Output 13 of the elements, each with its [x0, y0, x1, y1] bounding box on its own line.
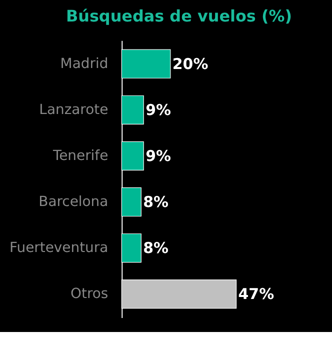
y-tick-label: Madrid [60, 56, 108, 72]
data-label: 9% [146, 146, 171, 165]
data-label: 8% [143, 192, 169, 211]
chart-title: Búsquedas de vuelos (%) [66, 6, 292, 26]
y-tick-label: Lanzarote [39, 102, 108, 118]
data-label: 8% [143, 239, 169, 258]
y-tick-label: Otros [70, 286, 108, 302]
data-label: 9% [146, 100, 171, 119]
y-tick-label: Tenerife [52, 148, 108, 164]
y-tick-label: Fuerteventura [10, 240, 108, 256]
data-label: 20% [172, 54, 208, 73]
y-tick-label: Barcelona [38, 194, 108, 210]
data-label: 47% [238, 285, 274, 304]
